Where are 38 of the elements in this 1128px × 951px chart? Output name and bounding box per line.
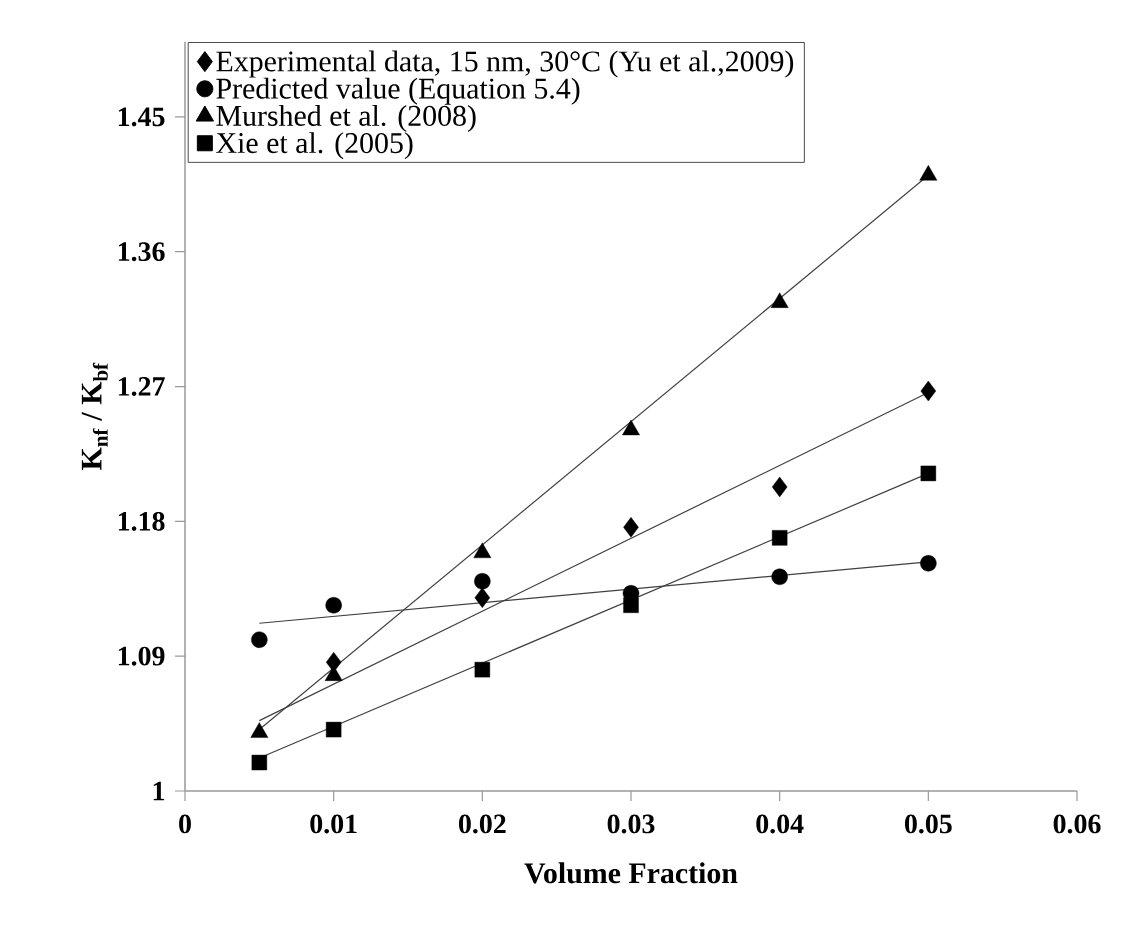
x-axis-title: Volume Fraction: [524, 862, 738, 884]
y-tick-label: 1.36: [118, 242, 165, 262]
x-tick-label: 0: [179, 814, 191, 834]
point: [623, 517, 639, 538]
x-tick-label: 0.03: [607, 814, 655, 834]
point: [251, 754, 268, 771]
point: [771, 476, 788, 498]
point: [919, 165, 938, 181]
legend-label: Experimental data, 15 nm, 30°C (Yu et al.,2009): [216, 50, 794, 78]
point: [623, 597, 639, 613]
legend-label: Murshed et al. (2008): [216, 104, 476, 133]
point: [770, 292, 789, 308]
y-tick-label: 1.45: [118, 107, 165, 127]
point: [474, 661, 491, 678]
y-tick-label: 1.27: [118, 377, 165, 396]
point: [920, 555, 937, 572]
point: [474, 587, 491, 608]
y-axis-title: K$_{nf}$ / K$_{bf}$: [81, 362, 108, 470]
legend-label: Predicted value (Equation 5.4): [216, 77, 580, 105]
x-tick-label: 0.06: [1053, 814, 1101, 834]
legend-label: Xie et al. (2005): [216, 132, 413, 160]
y-tick-label: 1.09: [118, 646, 165, 666]
x-tick-label: 0.01: [310, 814, 357, 834]
x-tick-label: 0.02: [458, 814, 506, 834]
point: [474, 573, 491, 590]
point: [473, 542, 492, 559]
point: [771, 568, 788, 585]
x-tick-label: 0.05: [904, 814, 952, 834]
y-tick-label: 1: [153, 781, 165, 801]
point: [325, 597, 342, 614]
point: [771, 530, 788, 546]
point: [325, 721, 342, 738]
point: [920, 380, 937, 402]
point: [251, 631, 268, 648]
x-tick-label: 0.04: [756, 814, 804, 834]
y-tick-label: 1.18: [118, 511, 165, 531]
point: [622, 419, 640, 436]
point: [920, 465, 937, 482]
